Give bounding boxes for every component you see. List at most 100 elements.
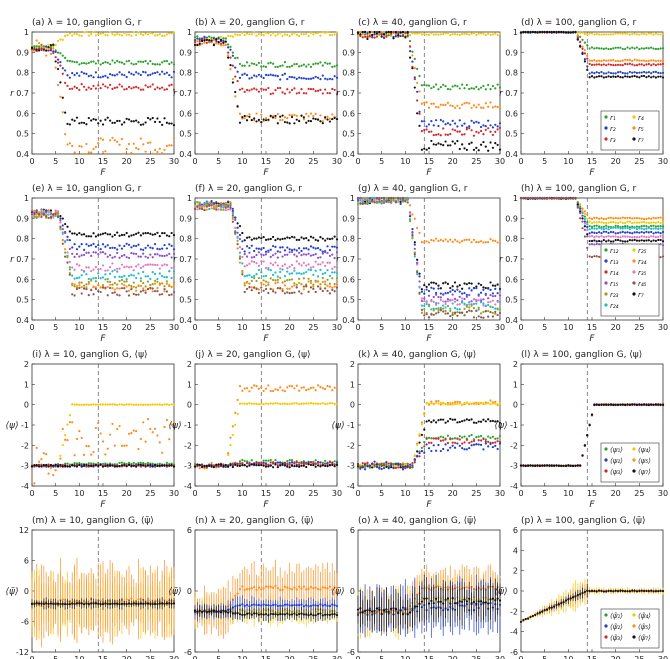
data-point xyxy=(593,76,596,79)
x-tick-label: 30 xyxy=(495,157,505,166)
y-tick-label: 0.6 xyxy=(342,109,355,118)
data-point xyxy=(456,400,459,404)
data-point xyxy=(472,104,476,107)
data-point xyxy=(392,30,395,34)
data-point xyxy=(64,231,67,235)
data-point xyxy=(631,59,634,63)
data-point xyxy=(557,197,560,200)
data-point xyxy=(144,291,147,294)
data-point xyxy=(132,464,135,467)
data-point xyxy=(106,116,109,119)
x-tick-label: 20 xyxy=(122,489,132,498)
y-tick-label: 0.6 xyxy=(342,275,355,284)
data-point xyxy=(196,40,199,43)
data-point xyxy=(123,244,126,248)
data-point xyxy=(581,47,584,50)
data-point xyxy=(87,294,90,297)
data-point xyxy=(411,462,414,465)
data-point xyxy=(212,207,216,210)
data-point xyxy=(305,32,308,35)
data-point xyxy=(245,460,249,463)
data-point xyxy=(106,280,109,283)
data-point xyxy=(66,254,69,257)
x-tick-label: 30 xyxy=(495,489,505,498)
data-point xyxy=(408,49,412,53)
data-point xyxy=(120,278,124,282)
data-point xyxy=(281,246,284,249)
data-point xyxy=(430,139,433,143)
data-point xyxy=(602,221,605,224)
y-tick-label: 0.7 xyxy=(16,255,29,264)
data-point xyxy=(80,62,83,65)
data-point xyxy=(104,85,107,88)
data-point xyxy=(600,63,603,67)
data-point xyxy=(130,151,133,155)
data-point xyxy=(416,67,419,71)
data-point xyxy=(498,86,502,89)
data-point xyxy=(359,463,362,467)
legend-label: r₁₄ xyxy=(610,269,619,277)
x-tick-label: 0 xyxy=(29,489,34,498)
data-point xyxy=(472,238,476,241)
data-point xyxy=(328,282,331,285)
data-point xyxy=(399,31,402,34)
data-point xyxy=(621,47,624,51)
data-point xyxy=(101,465,105,468)
data-point xyxy=(272,116,275,119)
data-point xyxy=(375,32,379,35)
legend-label: r₂₄ xyxy=(610,302,619,310)
x-tick-label: 10 xyxy=(237,489,247,498)
data-point xyxy=(444,140,447,143)
data-point xyxy=(276,250,279,253)
x-tick-label: 15 xyxy=(98,489,108,498)
y-tick-label: 0.8 xyxy=(342,69,355,78)
data-point xyxy=(293,76,296,79)
data-point xyxy=(397,30,400,34)
data-point xyxy=(104,286,107,289)
data-point xyxy=(139,33,142,36)
data-point xyxy=(250,76,253,79)
data-point xyxy=(420,433,423,437)
data-point xyxy=(302,462,305,466)
data-point xyxy=(359,199,362,202)
data-point xyxy=(378,463,381,466)
data-point xyxy=(295,272,298,275)
data-point xyxy=(135,286,138,289)
data-point xyxy=(158,87,161,90)
data-point xyxy=(479,129,483,133)
data-point xyxy=(494,312,497,315)
data-point xyxy=(326,118,329,121)
data-point xyxy=(139,461,142,464)
data-point xyxy=(645,71,648,74)
data-point xyxy=(562,196,565,200)
data-point xyxy=(626,72,629,75)
data-point xyxy=(161,451,164,454)
data-point xyxy=(85,251,88,254)
data-point xyxy=(272,32,275,35)
data-point xyxy=(435,105,438,109)
data-point xyxy=(588,76,591,79)
data-point xyxy=(38,213,41,216)
y-tick-label: 0.9 xyxy=(342,48,355,57)
data-point xyxy=(85,243,88,246)
data-point xyxy=(85,31,88,34)
data-point xyxy=(548,30,551,34)
data-point xyxy=(97,243,100,247)
data-point xyxy=(170,83,173,86)
data-point xyxy=(470,289,473,292)
data-point xyxy=(633,221,636,224)
data-point xyxy=(654,231,658,234)
data-point xyxy=(309,268,313,272)
data-point xyxy=(579,31,582,34)
data-point xyxy=(66,261,69,264)
y-tick-label: 0.5 xyxy=(342,296,355,305)
data-point xyxy=(314,463,317,466)
data-point xyxy=(314,117,317,121)
panel-title: (i) λ = 10, ganglion G, ⟨ψ⟩ xyxy=(32,350,148,360)
y-tick-label: -3 xyxy=(184,462,192,471)
data-point xyxy=(120,61,124,64)
data-point xyxy=(309,386,313,390)
series-cyan xyxy=(193,201,339,279)
panel-j: (j) λ = 20, ganglion G, ⟨ψ⟩0 5 10 15 20 25 30-… xyxy=(169,350,343,510)
data-point xyxy=(661,59,665,62)
